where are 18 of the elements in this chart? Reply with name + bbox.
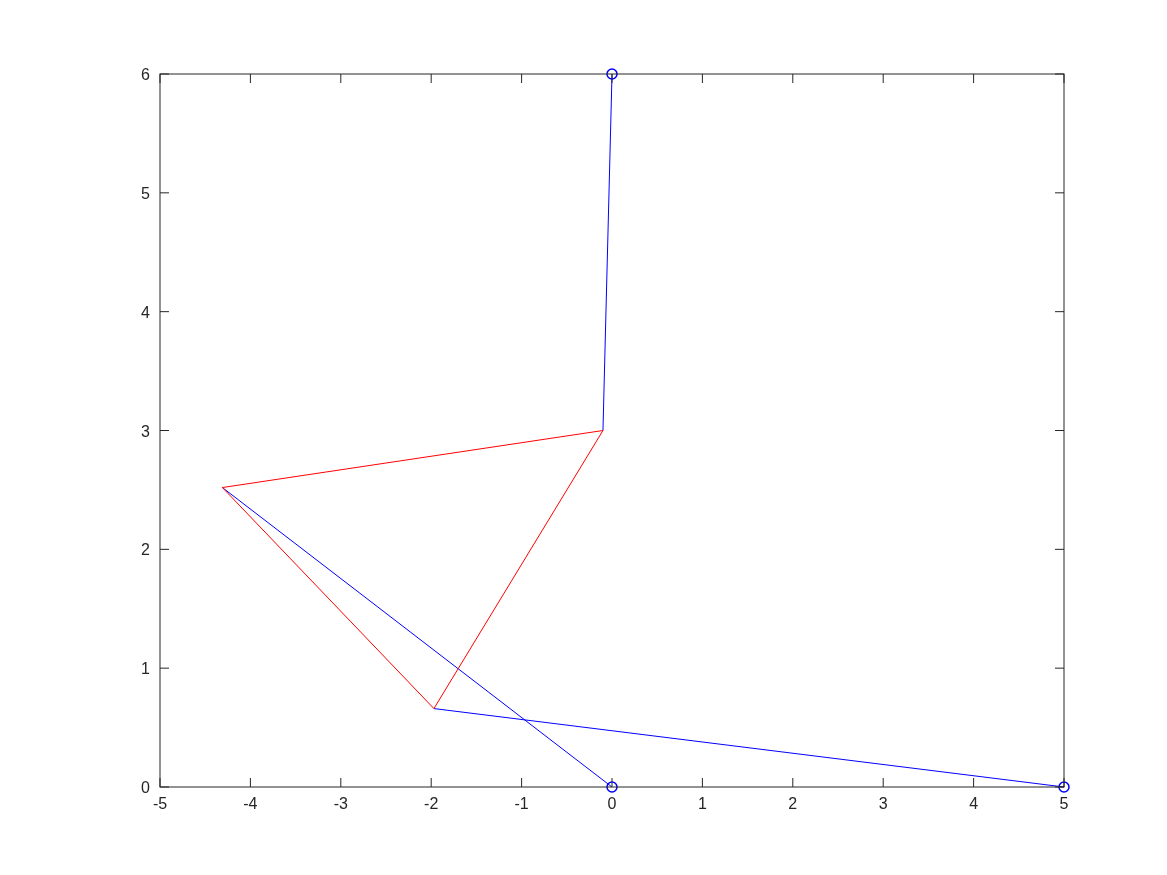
x-tick-label: 5 bbox=[1059, 795, 1069, 812]
x-tick-label: 1 bbox=[697, 795, 707, 812]
x-tick-label: -3 bbox=[333, 795, 349, 812]
x-tick-label: 0 bbox=[607, 795, 617, 812]
x-tick-label: -5 bbox=[152, 795, 168, 812]
y-tick-label: 4 bbox=[141, 303, 151, 321]
x-tick-label: 2 bbox=[788, 795, 798, 812]
y-tick-label: 3 bbox=[141, 422, 151, 440]
y-tick-label: 0 bbox=[141, 779, 151, 796]
x-tick-label: 3 bbox=[878, 795, 888, 812]
y-tick-label: 5 bbox=[141, 184, 151, 202]
x-tick-label: -2 bbox=[424, 795, 439, 812]
x-tick-label: -1 bbox=[514, 795, 529, 812]
x-tick-label: 4 bbox=[969, 795, 979, 812]
y-tick-label: 1 bbox=[141, 660, 151, 678]
y-tick-label: 6 bbox=[141, 66, 151, 83]
y-tick-label: 2 bbox=[141, 541, 151, 559]
x-tick-label: -4 bbox=[243, 795, 258, 812]
